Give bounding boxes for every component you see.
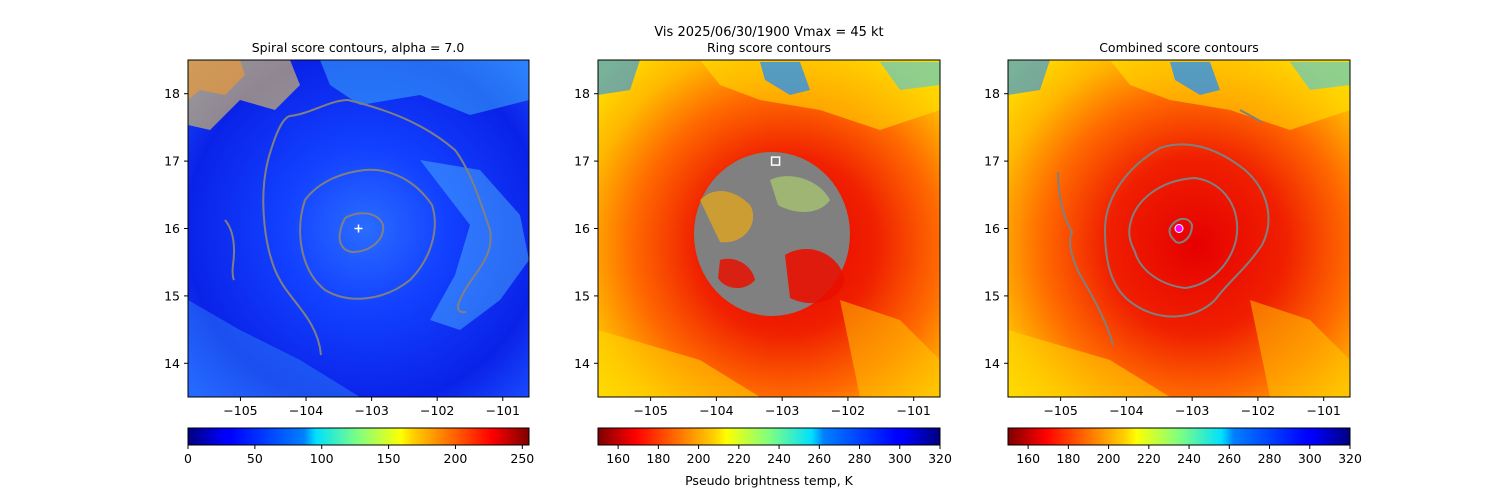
figure-suptitle: Vis 2025/06/30/1900 Vmax = 45 kt	[654, 25, 883, 40]
colorbar-tick-label: 240	[767, 451, 791, 466]
colorbar-tick-label: 160	[606, 451, 630, 466]
x-tick-label: −103	[765, 403, 799, 418]
y-tick-label: 17	[984, 154, 1000, 169]
panel-combined-yticks: 14 15 16 17 18	[984, 86, 1008, 371]
y-tick-label: 15	[984, 288, 1000, 303]
panel-spiral-marker	[354, 224, 363, 233]
colorbar-tick-label: 200	[444, 451, 468, 466]
y-tick-label: 16	[574, 221, 590, 236]
x-tick-label: −103	[354, 403, 388, 418]
y-tick-label: 15	[164, 288, 180, 303]
panel-spiral-yticks: 14 15 16 17 18	[164, 86, 188, 371]
center-plus-marker	[354, 224, 363, 233]
panel-ring-colorbar	[597, 427, 941, 446]
colorbar-tick-label: 320	[928, 451, 952, 466]
panel-ring-xticks: −105 −104 −103 −102 −101	[633, 397, 931, 418]
colorbar-tick-label: 160	[1016, 451, 1040, 466]
y-tick-label: 14	[984, 356, 1000, 371]
y-tick-label: 18	[164, 86, 180, 101]
panel-ring-marker	[770, 156, 781, 166]
colorbar-tick-label: 220	[1137, 451, 1161, 466]
panel-spiral-cloud-features	[188, 60, 529, 397]
x-tick-label: −102	[1241, 403, 1275, 418]
y-tick-label: 16	[164, 221, 180, 236]
colorbar-tick-label: 300	[1298, 451, 1322, 466]
y-tick-label: 18	[574, 86, 590, 101]
x-tick-label: −105	[633, 403, 667, 418]
panel-spiral-title: Spiral score contours, alpha = 7.0	[252, 40, 465, 55]
panel-ring-contour-patch	[694, 152, 850, 316]
x-tick-label: −104	[1109, 403, 1143, 418]
colorbar-tick-label: 300	[888, 451, 912, 466]
x-tick-label: −102	[831, 403, 865, 418]
y-tick-label: 14	[164, 356, 180, 371]
x-tick-label: −105	[223, 403, 257, 418]
x-tick-label: −101	[486, 403, 520, 418]
y-tick-label: 14	[574, 356, 590, 371]
y-tick-label: 15	[574, 288, 590, 303]
colorbar-tick-label: 0	[184, 451, 192, 466]
colorbar-tick-label: 280	[1258, 451, 1282, 466]
y-tick-label: 17	[574, 154, 590, 169]
colorbar-tick-label: 180	[1056, 451, 1080, 466]
y-tick-label: 17	[164, 154, 180, 169]
panel-combined-contours	[1057, 109, 1270, 346]
panel-spiral: Spiral score contours, alpha = 7.0 −105−…	[164, 40, 534, 466]
panel-spiral-colorbar-ticks: 0 50 100 150 200 250	[184, 445, 534, 466]
panel-ring: Ring score contours −105 −104 −103 −102 −101	[574, 40, 952, 488]
colorbar-tick-label: 180	[646, 451, 670, 466]
colorbar-tick-label: 200	[1097, 451, 1121, 466]
panel-ring-cloud-features	[598, 60, 940, 397]
panel-combined: Combined score contours −105 −104 −103 −102…	[984, 40, 1362, 466]
y-tick-label: 16	[984, 221, 1000, 236]
colorbar-tick-label: 260	[1217, 451, 1241, 466]
colorbar-label: Pseudo brightness temp, K	[685, 473, 854, 488]
center-circle-marker	[1174, 224, 1184, 233]
colorbar-tick-label: 200	[687, 451, 711, 466]
center-square-marker	[770, 156, 781, 166]
panel-combined-colorbar	[1007, 427, 1351, 446]
colorbar-tick-label: 280	[848, 451, 872, 466]
colorbar-tick-label: 260	[807, 451, 831, 466]
panel-combined-marker	[1174, 224, 1184, 233]
colorbar-tick-label: 250	[510, 451, 534, 466]
panel-combined-cloud-features	[1008, 60, 1350, 397]
panel-spiral-xticks: −105 −104 −103 −102 −101	[223, 397, 520, 418]
x-tick-label: −104	[699, 403, 733, 418]
colorbar-tick-label: 220	[727, 451, 751, 466]
panel-combined-xticks: −105 −104 −103 −102 −101	[1043, 397, 1341, 418]
x-tick-label: −105	[1043, 403, 1077, 418]
panel-ring-yticks: 14 15 16 17 18	[574, 86, 598, 371]
x-tick-label: −104	[289, 403, 323, 418]
colorbar-tick-label: 240	[1177, 451, 1201, 466]
panel-spiral-colorbar	[187, 427, 530, 446]
x-tick-label: −103	[1175, 403, 1209, 418]
panel-ring-title: Ring score contours	[707, 40, 831, 55]
panel-combined-colorbar-ticks: 160 180 200 220 240 260 280 300 320	[1016, 445, 1362, 466]
colorbar-tick-label: 150	[377, 451, 401, 466]
y-tick-label: 18	[984, 86, 1000, 101]
panel-ring-colorbar-ticks: 160 180 200 220 240 260 280 300 320	[606, 445, 952, 466]
x-tick-label: −102	[420, 403, 454, 418]
colorbar-tick-label: 100	[310, 451, 334, 466]
panel-spiral-contours	[224, 98, 492, 356]
x-tick-label: −101	[897, 403, 931, 418]
x-tick-label: −101	[1307, 403, 1341, 418]
colorbar-tick-label: 50	[247, 451, 263, 466]
colorbar-tick-label: 320	[1338, 451, 1362, 466]
panel-combined-title: Combined score contours	[1099, 40, 1259, 55]
